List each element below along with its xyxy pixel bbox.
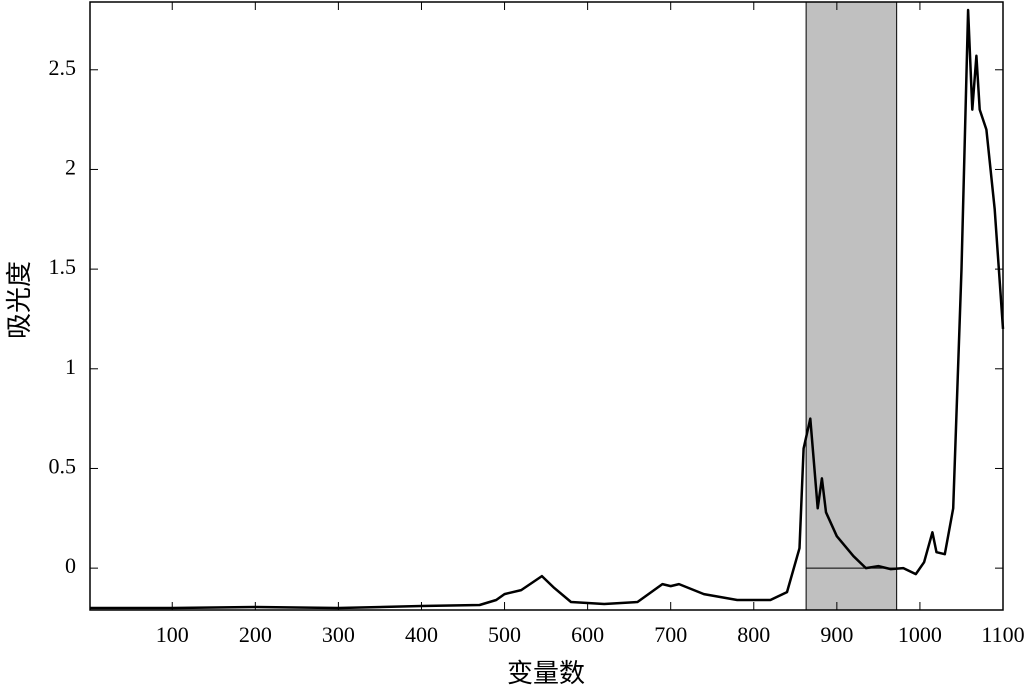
x-tick-label: 1000: [898, 622, 942, 647]
x-axis-label: 变量数: [507, 659, 585, 688]
x-tick-label: 1100: [981, 622, 1024, 647]
y-axis-label: 吸光度: [5, 261, 34, 339]
x-tick-label: 500: [488, 622, 521, 647]
data-line: [90, 8, 1005, 610]
x-tick-label: 300: [322, 622, 355, 647]
shaded-region: [805, 1, 898, 611]
x-tick-label: 200: [239, 622, 272, 647]
x-tick-label: 700: [654, 622, 687, 647]
y-tick-label: 2.5: [49, 55, 77, 80]
x-tick-label: 900: [820, 622, 853, 647]
x-tick-label: 400: [405, 622, 438, 647]
y-tick-label: 0: [65, 553, 76, 578]
x-tick-label: 100: [156, 622, 189, 647]
y-tick-label: 1: [65, 354, 76, 379]
x-tick-label: 800: [737, 622, 770, 647]
y-tick-label: 0.5: [49, 454, 77, 479]
y-tick-label: 1.5: [49, 254, 77, 279]
y-tick-label: 2: [65, 154, 76, 179]
plot-frame: [89, 1, 1004, 611]
x-tick-label: 600: [571, 622, 604, 647]
